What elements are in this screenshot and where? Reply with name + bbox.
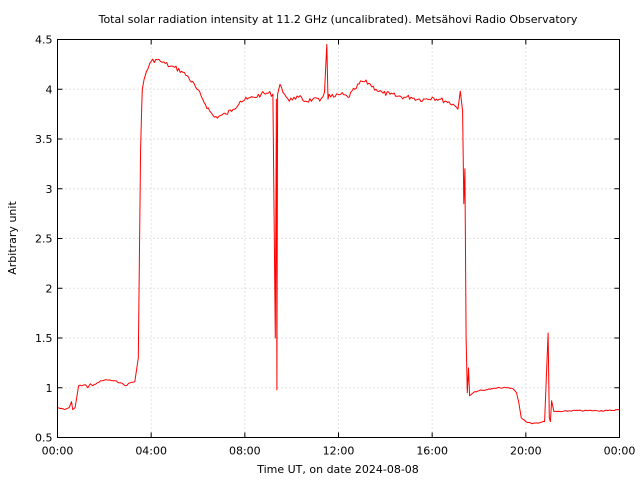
tick-labels: 0.5 1 1.5 2 2.5 3 3.5 4 4.5 00:00 04:00 08:00 12:00 1… bbox=[35, 34, 635, 458]
y-tick-label: 4 bbox=[46, 83, 53, 96]
x-tick-label: 20:00 bbox=[510, 445, 542, 458]
x-tick-label: 00:00 bbox=[42, 445, 74, 458]
series-line bbox=[57, 44, 620, 425]
x-tick-label: 16:00 bbox=[416, 445, 448, 458]
x-tick-label: 12:00 bbox=[323, 445, 355, 458]
y-axis-label: Arbitrary unit bbox=[6, 201, 19, 275]
x-tick-label: 04:00 bbox=[135, 445, 167, 458]
ticks bbox=[57, 39, 620, 438]
y-tick-label: 4.5 bbox=[35, 34, 53, 47]
y-tick-label: 2.5 bbox=[35, 233, 53, 246]
x-tick-label: 08:00 bbox=[229, 445, 261, 458]
x-axis-label: Time UT, on date 2024-08-08 bbox=[256, 463, 419, 476]
chart-title: Total solar radiation intensity at 11.2 … bbox=[98, 13, 578, 26]
y-tick-label: 0.5 bbox=[35, 432, 53, 445]
y-tick-label: 1.5 bbox=[35, 332, 53, 345]
y-tick-label: 3 bbox=[46, 183, 53, 196]
y-tick-label: 2 bbox=[46, 282, 53, 295]
grid bbox=[57, 39, 620, 438]
x-tick-label: 00:00 bbox=[604, 445, 636, 458]
y-tick-label: 1 bbox=[46, 382, 53, 395]
y-tick-label: 3.5 bbox=[35, 133, 53, 146]
